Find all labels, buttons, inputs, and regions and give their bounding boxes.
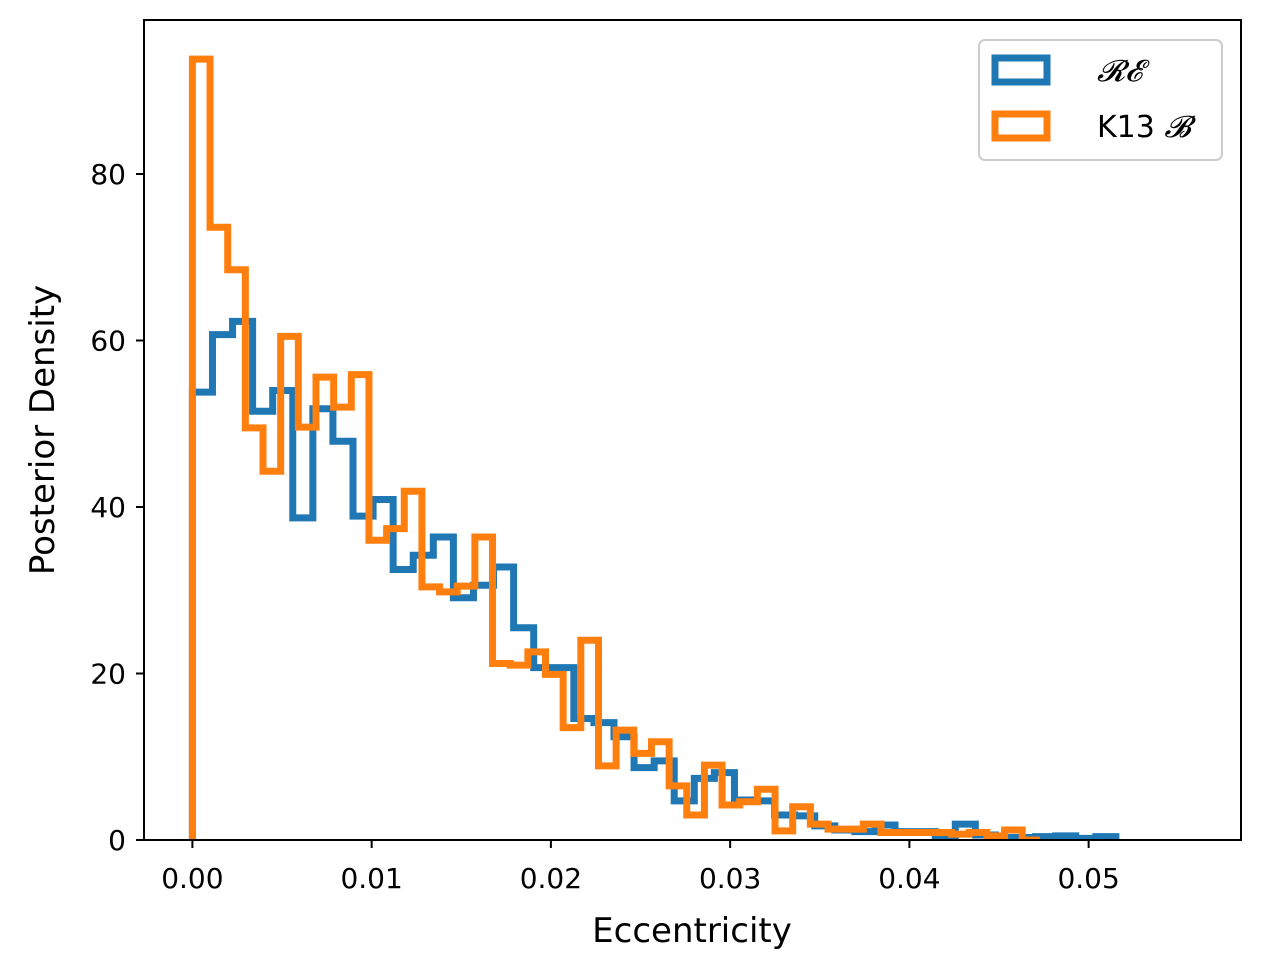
legend-label: 𝓡𝓔 [1097, 54, 1150, 89]
x-tick-label: 0.03 [699, 862, 761, 895]
x-tick-label: 0.01 [340, 862, 402, 895]
series-1 [188, 317, 1120, 840]
x-tick-label: 0.05 [1057, 862, 1119, 895]
legend: 𝓡𝓔 K13 𝓑 [978, 39, 1223, 161]
y-tick-label: 40 [90, 491, 126, 524]
y-tick-label: 80 [90, 158, 126, 191]
series-step-line [188, 317, 1120, 840]
legend-label: K13 𝓑 [1097, 110, 1196, 145]
x-tick-label: 0.00 [161, 862, 223, 895]
series-step-line [188, 55, 1040, 840]
x-tick-label: 0.04 [878, 862, 940, 895]
y-tick-label: 20 [90, 658, 126, 691]
legend-swatch [991, 110, 1051, 142]
axes-frame [143, 19, 1242, 841]
y-tick-label: 60 [90, 325, 126, 358]
series-2 [188, 55, 1040, 840]
legend-frame [978, 39, 1223, 161]
legend-swatch [991, 54, 1051, 86]
x-tick-label: 0.02 [520, 862, 582, 895]
y-tick-label: 0 [108, 824, 126, 857]
x-axis-title: Eccentricity [592, 911, 792, 951]
y-axis-title: Posterior Density [23, 285, 63, 575]
